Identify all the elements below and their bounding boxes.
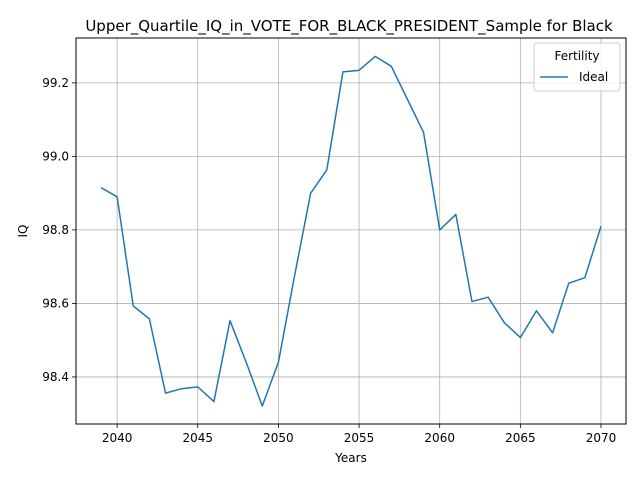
x-tick-label: 2050 [263, 431, 294, 445]
series-layer [100, 55, 602, 407]
x-axis-label: Years [334, 451, 367, 465]
legend-box [533, 42, 621, 92]
y-tick-label: 98.6 [42, 296, 69, 310]
grid [76, 38, 626, 424]
x-tick-label: 2060 [424, 431, 455, 445]
y-tick-label: 99.0 [42, 149, 69, 163]
y-axis: 98.4 98.6 98.8 99.0 99.2 [42, 76, 76, 384]
plot-frame [75, 37, 627, 425]
series-line-ideal [100, 55, 602, 407]
y-tick-label: 98.4 [42, 370, 69, 384]
y-tick-label: 98.8 [42, 223, 69, 237]
x-tick-label: 2045 [183, 431, 214, 445]
legend: Fertility Ideal [533, 42, 621, 92]
y-tick-label: 99.2 [42, 76, 69, 90]
x-tick-label: 2070 [586, 431, 617, 445]
x-tick-label: 2065 [505, 431, 536, 445]
y-axis-label: IQ [16, 225, 30, 238]
legend-title: Fertility [554, 49, 599, 63]
legend-label-ideal: Ideal [579, 70, 608, 84]
x-tick-label: 2055 [344, 431, 375, 445]
x-axis: 2040 2045 2050 2055 2060 2065 2070 [102, 424, 616, 445]
x-tick-label: 2040 [102, 431, 133, 445]
chart-title: Upper_Quartile_IQ_in_VOTE_FOR_BLACK_PRES… [85, 17, 613, 36]
